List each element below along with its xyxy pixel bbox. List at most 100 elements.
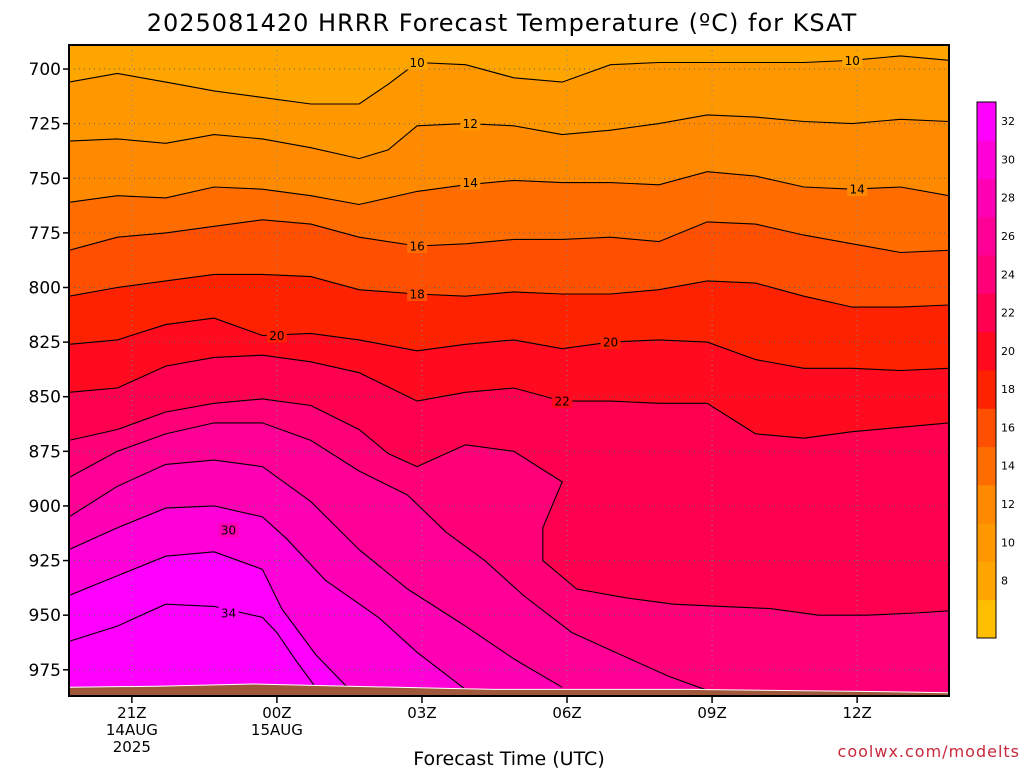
x-tick-label-21Z-line1: 14AUG xyxy=(106,721,158,739)
colorbar-frame xyxy=(976,101,997,639)
contour-line-26 xyxy=(69,422,718,695)
colorbar-segment-6 xyxy=(977,599,996,639)
contour-line-10 xyxy=(69,55,949,105)
contour-label-bg-20 xyxy=(600,335,621,350)
contour-label-bg-12 xyxy=(460,116,481,131)
y-tick-label-800: 800 xyxy=(29,278,61,298)
contour-label-bg-14 xyxy=(460,175,481,190)
colorbar-label-28: 28 xyxy=(1001,192,1015,205)
colorbar-segment-20 xyxy=(977,331,996,371)
y-tick-label-700: 700 xyxy=(29,60,61,80)
contour-line-14 xyxy=(69,171,949,206)
colorbar-segment-16 xyxy=(977,408,996,448)
plot-frame xyxy=(68,44,950,697)
colorbar-segment-14 xyxy=(977,446,996,486)
contour-label-bg-14 xyxy=(847,182,868,197)
y-tick-label-900: 900 xyxy=(29,497,61,517)
contour-label-10: 10 xyxy=(409,56,424,70)
contour-label-bg-20 xyxy=(266,328,287,343)
x-tick-label-00Z-line1: 15AUG xyxy=(251,721,303,739)
colorbar-label-20: 20 xyxy=(1001,345,1015,358)
contour-line-12 xyxy=(69,114,949,160)
colorbar-label-32: 32 xyxy=(1001,115,1015,128)
y-tick-label-850: 850 xyxy=(29,388,61,408)
contour-lines xyxy=(69,55,949,695)
contour-label-bg-30 xyxy=(218,522,239,537)
fill-band-34 xyxy=(69,604,316,696)
y-tick-label-750: 750 xyxy=(29,169,61,189)
contour-label-34: 34 xyxy=(221,606,236,620)
colorbar-segment-8 xyxy=(977,561,996,601)
colorbar-label-18: 18 xyxy=(1001,383,1015,396)
contour-label-16: 16 xyxy=(409,239,424,253)
colorbar-label-14: 14 xyxy=(1001,460,1015,473)
contour-label-bg-16 xyxy=(407,238,428,253)
x-tick-label-00Z-line0: 00Z xyxy=(262,704,291,722)
y-tick-label-950: 950 xyxy=(29,606,61,626)
contour-line-30 xyxy=(69,505,466,690)
y-axis: 700 725 750 775 800 825 850 875 900 925 950 975 xyxy=(29,60,69,681)
chart-title: 2025081420 HRRR Forecast Temperature (ºC… xyxy=(147,9,858,37)
contour-label-20: 20 xyxy=(269,329,284,343)
colorbar-label-30: 30 xyxy=(1001,153,1015,166)
colorbar-label-22: 22 xyxy=(1001,307,1015,320)
grid-lines xyxy=(69,45,949,696)
y-tick-label-925: 925 xyxy=(29,552,61,572)
contour-label-12: 12 xyxy=(463,117,478,131)
colorbar-label-8: 8 xyxy=(1001,575,1008,588)
temperature-fill-layer xyxy=(69,45,949,696)
colorbar-segment-12 xyxy=(977,484,996,524)
x-tick-label-09Z-line0: 09Z xyxy=(697,704,726,722)
contour-label-14: 14 xyxy=(849,183,864,197)
contour-label-bg-22 xyxy=(552,394,573,409)
x-tick-label-21Z-line0: 21Z xyxy=(117,704,146,722)
contour-line-16 xyxy=(69,219,949,254)
terrain-band xyxy=(69,683,949,696)
y-tick-label-875: 875 xyxy=(29,442,61,462)
colorbar-segment-18 xyxy=(977,370,996,409)
colorbar-segment-28 xyxy=(977,178,996,218)
contour-label-22: 22 xyxy=(555,395,570,409)
x-axis-label: Forecast Time (UTC) xyxy=(413,748,604,768)
contour-label-bg-18 xyxy=(407,287,428,302)
colorbar-label-12: 12 xyxy=(1001,498,1015,511)
x-tick-label-12Z-line0: 12Z xyxy=(842,704,871,722)
x-tick-label-06Z-line0: 06Z xyxy=(552,704,581,722)
contour-label-bg-10 xyxy=(842,53,863,68)
y-tick-label-725: 725 xyxy=(29,115,61,135)
colorbar-segment-32 xyxy=(977,102,996,141)
colorbar-label-26: 26 xyxy=(1001,230,1015,243)
colorbar-segment-24 xyxy=(977,255,996,294)
contour-label-10: 10 xyxy=(845,54,860,68)
colorbar-segment-22 xyxy=(977,293,996,333)
contour-label-18: 18 xyxy=(409,288,424,302)
colorbar-label-10: 10 xyxy=(1001,536,1015,549)
contour-line-24 xyxy=(69,398,949,616)
contour-label-bg-34 xyxy=(218,605,239,620)
contour-line-18 xyxy=(69,273,949,308)
x-tick-label-03Z-line0: 03Z xyxy=(407,704,436,722)
y-tick-label-975: 975 xyxy=(29,661,61,681)
contour-line-28 xyxy=(69,459,563,688)
colorbar-label-16: 16 xyxy=(1001,421,1015,434)
y-tick-label-825: 825 xyxy=(29,333,61,353)
contour-label-30: 30 xyxy=(221,523,236,537)
colorbar-segment-30 xyxy=(977,140,996,180)
colorbar-label-24: 24 xyxy=(1001,268,1015,281)
contour-line-22 xyxy=(69,354,949,439)
terrain-layer xyxy=(69,683,949,696)
colorbar-segment-10 xyxy=(977,523,996,562)
contour-label-20: 20 xyxy=(603,336,618,350)
contour-line-20 xyxy=(69,317,949,372)
x-tick-label-21Z-line2: 2025 xyxy=(113,738,151,756)
contour-line-32 xyxy=(69,551,350,690)
contour-label-bg-10 xyxy=(407,55,428,70)
colorbar-segment-26 xyxy=(977,216,996,256)
contour-label-layer: 10 10 12 14 14 16 18 20 20 22 30 34 xyxy=(218,53,868,620)
colorbar: 8 10 12 14 16 18 20 22 24 26 28 30 32 xyxy=(976,101,1015,639)
contour-label-14: 14 xyxy=(463,176,478,190)
y-tick-label-775: 775 xyxy=(29,224,61,244)
credit-text: coolwx.com/modelts xyxy=(838,742,1020,761)
